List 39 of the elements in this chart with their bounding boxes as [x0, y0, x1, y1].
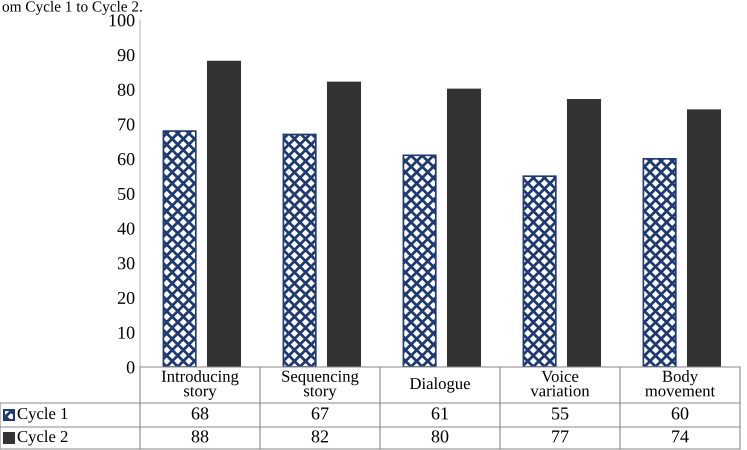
y-tick-label: 70: [118, 118, 134, 131]
text: om Cycle 1 to Cycle 2.: [2, 0, 142, 15]
data-label: 68: [192, 407, 208, 420]
bar: [686, 109, 722, 367]
y-tick-label: 100: [110, 14, 134, 26]
data-label: 67: [312, 407, 329, 420]
x-tick-label: Sequencing story: [282, 370, 359, 400]
y-tick-label: 20: [118, 292, 134, 304]
x-tick-label: Dialogue: [410, 377, 470, 393]
data-label: 74: [672, 430, 689, 442]
bar: [446, 88, 482, 367]
bar: [522, 175, 557, 367]
x-tick-label: Voice variation: [530, 370, 590, 396]
bar: [402, 154, 437, 367]
y-tick-label: 90: [118, 48, 134, 62]
legend-label: Cycle 1: [18, 407, 68, 423]
bar: [282, 134, 317, 367]
data-label: 55: [552, 408, 568, 420]
y-tick-label: 60: [118, 153, 134, 166]
y-tick-label: 50: [118, 188, 134, 200]
bar: [326, 82, 362, 367]
data-label: 88: [192, 430, 208, 443]
legend-label: Cycle 2: [18, 430, 68, 446]
data-label: 60: [672, 407, 688, 420]
y-tick-label: 40: [117, 222, 134, 235]
data-label: 82: [312, 430, 328, 443]
bar: [162, 130, 197, 367]
bar: [206, 60, 242, 367]
y-tick-label: 80: [118, 84, 134, 96]
data-label: 80: [432, 430, 448, 443]
data-label: 61: [432, 407, 448, 420]
y-tick-label: 10: [118, 326, 134, 339]
bar: [566, 98, 602, 367]
x-tick-label: Body movement: [645, 370, 716, 396]
bar: [642, 158, 677, 367]
y-tick-label: 30: [118, 257, 134, 270]
y-tick-label: 0: [126, 361, 134, 374]
data-label: 77: [552, 430, 569, 442]
x-tick-label: Introducing story: [162, 370, 239, 400]
